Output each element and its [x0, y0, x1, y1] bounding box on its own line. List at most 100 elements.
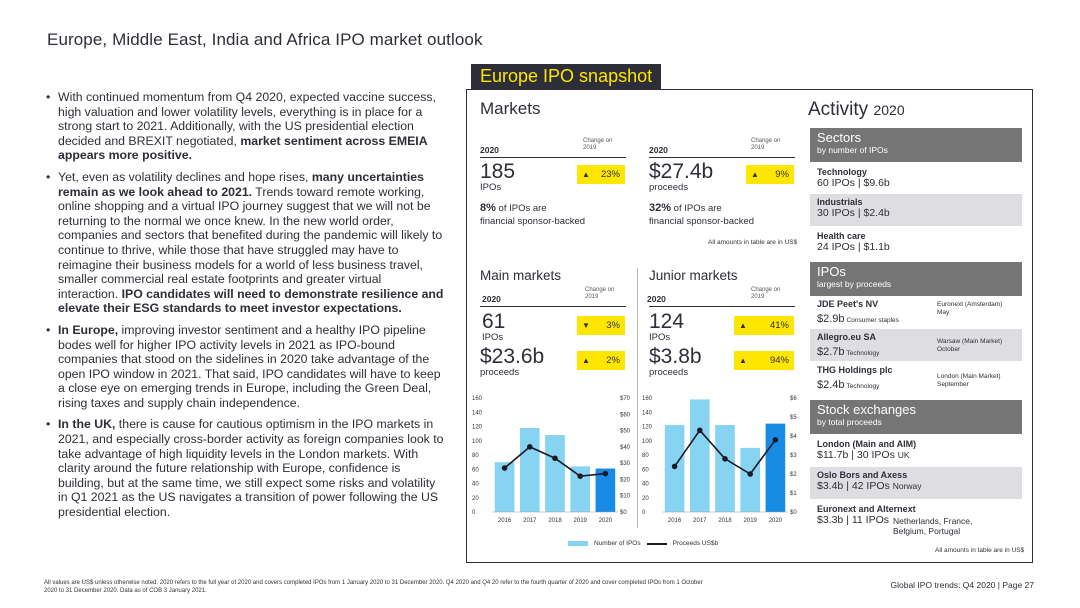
- sectors-header: Sectors by number of IPOs: [810, 128, 1022, 162]
- bar: [715, 425, 735, 512]
- main-ipos-value: 61: [482, 310, 506, 333]
- ipo-value: $2.9b: [817, 313, 845, 325]
- y-tick-right: $5: [790, 415, 797, 421]
- ipo-sponsor-text1: of IPOs are: [498, 203, 547, 214]
- bullet-item: In Europe, improving investor sentiment …: [44, 323, 444, 411]
- sector-item: Health care 24 IPOs | $1.1b: [810, 228, 1022, 256]
- sector-value: 30 IPOs | $2.4b: [817, 207, 890, 219]
- y-tick-left: 100: [472, 439, 483, 445]
- y-tick-right: $6: [790, 396, 797, 402]
- bullet-list: With continued momentum from Q4 2020, ex…: [44, 90, 444, 527]
- y-tick-right: $1: [790, 491, 797, 497]
- bullet-text: Trends toward remote working, online sho…: [58, 184, 443, 301]
- x-tick-label: 2016: [668, 518, 682, 524]
- legend-line-label: Proceeds US$b: [672, 540, 719, 547]
- up-arrow-icon: ▲: [739, 356, 747, 365]
- exchange-region: Netherlands, France, Belgium, Portugal: [893, 516, 973, 536]
- main-markets-title: Main markets: [480, 268, 562, 283]
- y-tick-left: 20: [642, 496, 649, 502]
- main-proceeds-change-badge: ▲ 2%: [577, 351, 625, 370]
- exchange-value: $3.4b | 42 IPOs: [817, 480, 890, 492]
- exchange-name: London (Main and AIM): [817, 439, 917, 449]
- proceeds-point: [552, 455, 558, 462]
- sectors-sub: by number of IPOs: [817, 145, 888, 155]
- bar: [740, 447, 761, 512]
- sectors-head: Sectors: [817, 130, 862, 145]
- year-label: 2020: [647, 294, 666, 304]
- y-tick-right: $30: [620, 461, 631, 467]
- junior-ipos-change-badge: ▲ 41%: [734, 316, 794, 335]
- proceeds-point: [602, 470, 609, 477]
- y-tick-left: 120: [472, 425, 483, 431]
- proceeds-point: [747, 471, 753, 477]
- bullet-bold-text: In the UK,: [58, 417, 116, 432]
- down-arrow-icon: ▼: [582, 321, 590, 330]
- proceeds-point: [577, 473, 583, 479]
- sector-value: 24 IPOs | $1.1b: [817, 241, 890, 253]
- main-markets-chart: 0 20 40 60 80 100 120 140 160 $0 $10 $20 $30 $40 $50 $6…: [472, 396, 631, 524]
- change-label: Change on 2019: [751, 287, 781, 300]
- proceeds-value: $27.4b: [649, 160, 714, 183]
- x-tick-label: 2018: [718, 518, 732, 524]
- ipo-value: $2.7b: [817, 346, 845, 358]
- bullet-text: improving investor sentiment and a healt…: [58, 322, 441, 410]
- ipos-label: IPOs: [480, 182, 502, 193]
- y-tick-right: $3: [790, 453, 797, 459]
- exchange-name: Oslo Bors and Axess: [817, 470, 908, 480]
- exchange-region: Norway: [892, 481, 922, 491]
- y-tick-right: $0: [790, 510, 797, 516]
- up-arrow-icon: ▲: [582, 356, 590, 365]
- bar: [545, 435, 565, 512]
- legend-bars-label: Number of IPOs: [594, 540, 641, 547]
- y-tick-left: 20: [472, 496, 479, 502]
- junior-markets-title: Junior markets: [649, 268, 738, 283]
- y-tick-left: 0: [642, 510, 646, 516]
- proc-sponsor-text1: of IPOs are: [673, 203, 722, 214]
- proc-sponsor-pct: 32%: [649, 202, 672, 214]
- ipos-change-badge: ▲ 23%: [577, 165, 625, 184]
- ipos-label: IPOs: [482, 332, 504, 343]
- y-tick-left: 40: [472, 482, 479, 488]
- proceeds-point: [697, 427, 703, 434]
- legend-bar-swatch: [568, 541, 588, 546]
- x-tick-label: 2019: [744, 518, 758, 524]
- exchange-value: $3.3b | 11 IPOs: [817, 514, 889, 526]
- bar: [494, 462, 515, 512]
- ipos-value: 185: [480, 160, 516, 183]
- proceeds-point: [671, 463, 678, 470]
- change-label: Change on 2019: [751, 138, 781, 151]
- x-tick-label: 2017: [693, 518, 707, 524]
- y-tick-right: $10: [620, 494, 631, 500]
- year-label: 2020: [649, 145, 668, 155]
- change-label: Change on 2019: [583, 138, 613, 151]
- change-label: Change on 2019: [585, 287, 615, 300]
- y-tick-left: 80: [472, 453, 479, 459]
- proc-sponsor-text2: financial sponsor-backed: [649, 216, 755, 227]
- x-tick-label: 2017: [523, 518, 537, 524]
- y-tick-right: $0: [620, 510, 627, 516]
- main-ipos-change: 3%: [606, 320, 620, 331]
- ipo-sector: Technology: [846, 350, 880, 357]
- bar: [595, 468, 616, 512]
- exchanges-header: Stock exchanges by total proceeds: [810, 400, 1022, 434]
- divider: [480, 157, 626, 158]
- exchange-value: $11.7b | 30 IPOs: [817, 449, 895, 461]
- bullet-text: With continued momentum from Q4 2020, ex…: [58, 90, 436, 148]
- main-ipos-change-badge: ▼ 3%: [577, 316, 625, 335]
- proceeds-point: [772, 437, 779, 443]
- x-tick-label: 2018: [548, 518, 562, 524]
- y-tick-right: $50: [620, 429, 631, 435]
- bullet-bold-text: many uncertainties remain as we look ahe…: [58, 169, 424, 199]
- ipos-sub: largest by proceeds: [817, 279, 892, 289]
- bullet-item: With continued momentum from Q4 2020, ex…: [44, 90, 444, 163]
- y-tick-right: $20: [620, 477, 631, 483]
- y-tick-left: 140: [642, 410, 653, 416]
- y-tick-left: 120: [642, 425, 653, 431]
- sector-name: Technology: [817, 167, 867, 177]
- exchange-name: Euronext and Alternext: [817, 504, 916, 514]
- bar: [570, 466, 591, 512]
- x-tick-label: 2020: [599, 518, 613, 524]
- ipo-name: JDE Peet's NV: [817, 299, 879, 309]
- junior-ipos-value: 124: [649, 310, 685, 333]
- main-proceeds-value: $23.6b: [480, 345, 545, 368]
